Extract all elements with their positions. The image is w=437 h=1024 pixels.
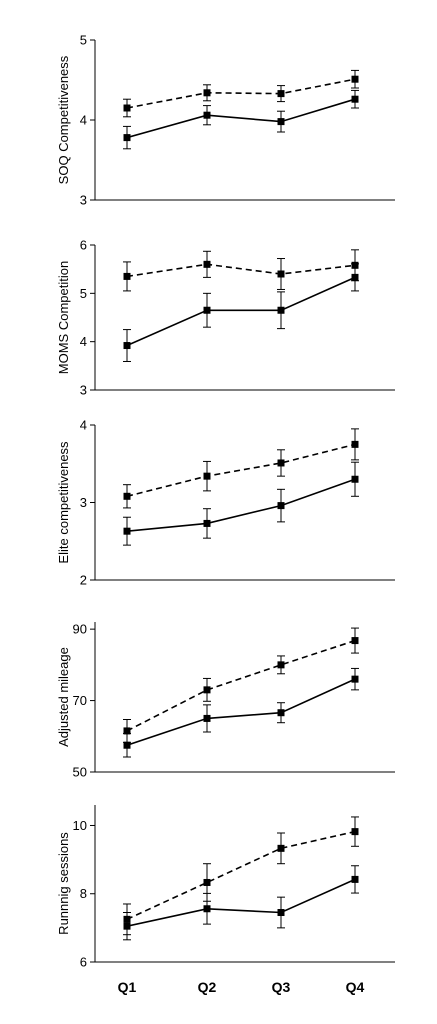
series-line-solid <box>126 678 356 746</box>
series-line-solid <box>126 878 356 927</box>
x-tick-label: Q3 <box>272 979 291 995</box>
data-point-solid <box>203 306 211 314</box>
data-point-solid <box>203 714 211 722</box>
y-tick-label: 3 <box>80 495 87 510</box>
data-point-dashed <box>277 90 285 98</box>
data-point-solid <box>277 118 285 126</box>
data-point-dashed <box>351 637 359 645</box>
data-point-solid <box>351 675 359 683</box>
data-point-solid <box>203 519 211 527</box>
data-point-dashed <box>123 727 131 735</box>
y-tick-label: 70 <box>73 693 87 708</box>
data-point-dashed <box>351 440 359 448</box>
data-point-dashed <box>203 260 211 268</box>
data-point-solid <box>277 709 285 717</box>
series-line-solid <box>126 276 356 347</box>
data-point-dashed <box>351 75 359 83</box>
series-line-dashed <box>126 263 356 278</box>
data-point-solid <box>277 909 285 917</box>
data-point-dashed <box>203 686 211 694</box>
y-tick-label: 5 <box>80 33 87 48</box>
chart-panel-1: 3 4 5 SOQ Competitiveness <box>56 33 395 208</box>
y-axis-title: MOMS Competition <box>56 261 71 374</box>
data-point-solid <box>123 342 131 350</box>
data-point-dashed <box>203 472 211 480</box>
y-tick-label: 4 <box>80 113 87 128</box>
data-point-dashed <box>277 459 285 467</box>
series-line-dashed <box>126 78 356 109</box>
data-point-dashed <box>123 272 131 280</box>
series-line-dashed <box>126 639 356 732</box>
data-point-solid <box>277 502 285 510</box>
y-axis-title: Adjusted mileage <box>56 647 71 747</box>
y-tick-label: 3 <box>80 193 87 208</box>
y-tick-label: 8 <box>80 886 87 901</box>
x-tick-label: Q2 <box>198 979 217 995</box>
data-point-solid <box>123 922 131 930</box>
y-tick-label: 90 <box>73 622 87 637</box>
data-point-dashed <box>123 104 131 112</box>
data-point-solid <box>123 741 131 749</box>
data-point-solid <box>351 475 359 483</box>
y-tick-label: 50 <box>73 765 87 780</box>
x-tick-label: Q1 <box>118 979 137 995</box>
data-point-solid <box>351 273 359 281</box>
data-point-dashed <box>277 270 285 278</box>
y-tick-label: 3 <box>80 383 87 398</box>
data-point-dashed <box>123 492 131 500</box>
data-point-solid <box>351 95 359 103</box>
data-point-solid <box>203 905 211 913</box>
chart-panel-3: 2 3 4 Elite competitiveness <box>56 418 395 588</box>
y-tick-label: 4 <box>80 418 87 433</box>
series-line-dashed <box>126 830 356 921</box>
y-tick-label: 10 <box>73 818 87 833</box>
y-tick-label: 4 <box>80 334 87 349</box>
y-tick-label: 6 <box>80 955 87 970</box>
data-point-solid <box>123 527 131 535</box>
y-axis-title: Runnnig sessions <box>56 832 71 935</box>
x-tick-label: Q4 <box>346 979 365 995</box>
data-point-dashed <box>351 828 359 836</box>
y-tick-label: 6 <box>80 238 87 253</box>
series-line-solid <box>126 98 356 139</box>
data-point-dashed <box>203 89 211 97</box>
chart-panel-2: 3 4 5 6 MOMS Competition <box>56 238 395 398</box>
y-axis-title: Elite competitiveness <box>56 441 71 564</box>
series-line-solid <box>126 478 356 532</box>
data-point-solid <box>351 875 359 883</box>
series-line-dashed <box>126 443 356 498</box>
data-point-dashed <box>203 878 211 886</box>
data-point-solid <box>203 111 211 119</box>
y-axis-title: SOQ Competitiveness <box>56 55 71 184</box>
data-point-dashed <box>277 844 285 852</box>
y-tick-label: 5 <box>80 286 87 301</box>
data-point-solid <box>123 134 131 142</box>
data-point-solid <box>277 306 285 314</box>
y-tick-label: 2 <box>80 573 87 588</box>
data-point-dashed <box>277 661 285 669</box>
